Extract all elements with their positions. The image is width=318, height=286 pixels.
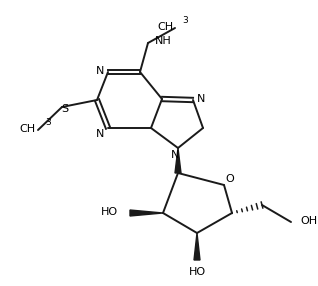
Text: OH: OH [300,216,317,226]
Text: N: N [96,66,104,76]
Text: O: O [226,174,234,184]
Polygon shape [194,233,200,260]
Polygon shape [175,148,181,173]
Text: S: S [61,104,69,114]
Text: N: N [171,150,179,160]
Text: 3: 3 [182,16,188,25]
Text: HO: HO [101,207,118,217]
Text: HO: HO [189,267,205,277]
Polygon shape [130,210,163,216]
Text: N: N [96,129,104,139]
Text: 3: 3 [45,118,51,127]
Text: CH: CH [20,124,36,134]
Text: NH: NH [155,36,172,46]
Text: CH: CH [157,22,173,32]
Text: N: N [197,94,205,104]
